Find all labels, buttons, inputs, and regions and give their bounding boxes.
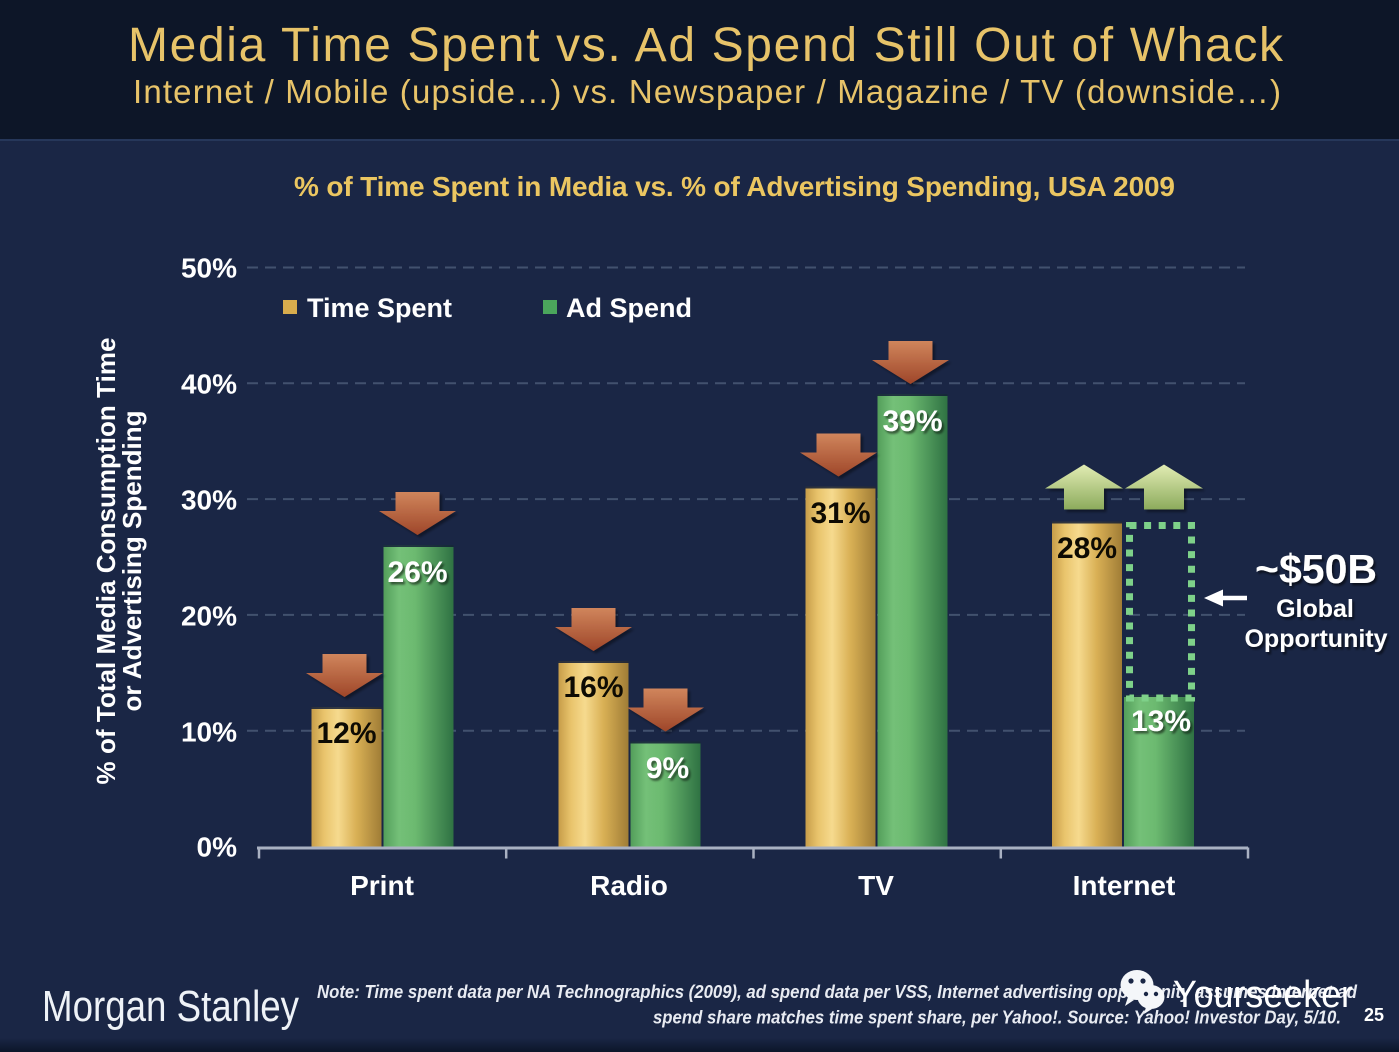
svg-text:~$50B: ~$50B bbox=[1255, 546, 1377, 592]
svg-text:Radio: Radio bbox=[590, 870, 668, 901]
svg-text:Yourseeker: Yourseeker bbox=[1173, 974, 1353, 1016]
svg-text:26%: 26% bbox=[387, 556, 447, 589]
svg-text:Print: Print bbox=[350, 870, 414, 901]
svg-text:Internet: Internet bbox=[1073, 870, 1176, 901]
svg-text:Note: Time spent data per NA T: Note: Time spent data per NA Technograph… bbox=[317, 982, 1358, 1002]
svg-text:30%: 30% bbox=[181, 485, 237, 516]
svg-text:10%: 10% bbox=[181, 717, 237, 748]
svg-text:16%: 16% bbox=[563, 671, 623, 704]
svg-text:28%: 28% bbox=[1057, 532, 1117, 565]
svg-text:40%: 40% bbox=[181, 369, 237, 400]
svg-text:Ad Spend: Ad Spend bbox=[566, 293, 692, 323]
svg-text:TV: TV bbox=[858, 870, 894, 901]
svg-text:Morgan Stanley: Morgan Stanley bbox=[42, 982, 299, 1031]
svg-text:% of Time Spent in Media vs. %: % of Time Spent in Media vs. % of Advert… bbox=[294, 171, 1175, 202]
svg-text:25: 25 bbox=[1364, 1005, 1384, 1025]
svg-text:Time Spent: Time Spent bbox=[307, 293, 452, 323]
svg-text:13%: 13% bbox=[1131, 705, 1191, 738]
svg-text:% of Total Media Consumption T: % of Total Media Consumption Time bbox=[91, 338, 121, 785]
svg-text:9%: 9% bbox=[646, 752, 689, 785]
svg-text:31%: 31% bbox=[810, 497, 870, 530]
svg-text:or Advertising Spending: or Advertising Spending bbox=[117, 411, 147, 712]
svg-text:12%: 12% bbox=[316, 717, 376, 750]
svg-text:spend share matches time spent: spend share matches time spent share, pe… bbox=[653, 1008, 1341, 1028]
svg-text:Media Time Spent vs. Ad Spend: Media Time Spent vs. Ad Spend Still Out … bbox=[128, 19, 1284, 72]
svg-text:20%: 20% bbox=[181, 601, 237, 632]
svg-text:Global: Global bbox=[1276, 595, 1354, 623]
svg-text:Opportunity: Opportunity bbox=[1244, 625, 1387, 653]
svg-text:Internet / Mobile (upside…) vs: Internet / Mobile (upside…) vs. Newspape… bbox=[133, 73, 1281, 110]
svg-text:50%: 50% bbox=[181, 253, 237, 284]
svg-text:0%: 0% bbox=[197, 832, 238, 863]
svg-text:39%: 39% bbox=[882, 405, 942, 438]
